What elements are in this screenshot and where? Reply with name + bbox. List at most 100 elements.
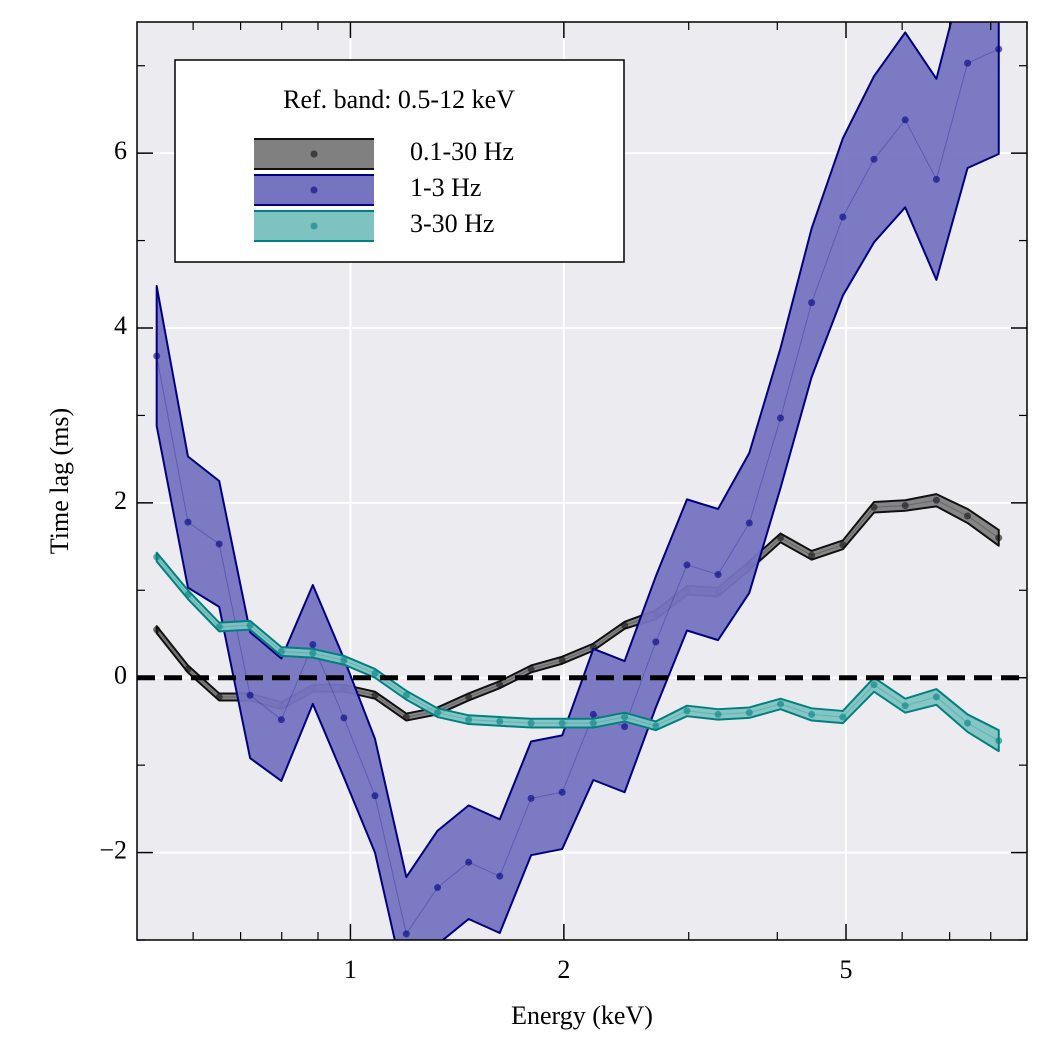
data-point xyxy=(964,719,972,727)
data-point xyxy=(402,930,410,938)
data-point xyxy=(995,45,1003,53)
ticks: 1 2 5 −2 0 2 4 6 xyxy=(99,22,1028,984)
plot-area xyxy=(137,22,1027,940)
x-tick-label: 1 xyxy=(344,955,357,984)
data-point xyxy=(808,551,816,559)
data-point xyxy=(153,626,161,634)
data-point xyxy=(621,723,629,731)
legend-title: Ref. band: 0.5-12 keV xyxy=(283,85,515,114)
data-point xyxy=(621,621,629,629)
data-point xyxy=(964,59,972,67)
data-point xyxy=(402,713,410,721)
data-point xyxy=(465,693,473,701)
y-axis-label: Time lag (ms) xyxy=(45,408,74,554)
data-point xyxy=(932,496,940,504)
y-tick-label: 4 xyxy=(114,311,127,340)
data-point xyxy=(558,656,566,664)
x-tick-label: 5 xyxy=(840,955,853,984)
data-point xyxy=(215,540,223,548)
y-tick-label: 0 xyxy=(114,661,127,690)
data-point xyxy=(465,716,473,724)
data-point xyxy=(465,858,473,866)
data-point xyxy=(870,155,878,163)
data-point xyxy=(714,571,722,579)
data-point xyxy=(215,623,223,631)
data-point xyxy=(402,691,410,699)
data-point xyxy=(932,175,940,183)
error-band xyxy=(155,551,1000,753)
legend: Ref. band: 0.5-12 keV 0.1-30 Hz 1-3 Hz 3-3… xyxy=(174,59,625,263)
data-point xyxy=(340,714,348,722)
legend-dot xyxy=(310,186,318,194)
data-point xyxy=(745,709,753,717)
x-axis-label: Energy (keV) xyxy=(511,1001,653,1030)
legend-label: 0.1-30 Hz xyxy=(410,137,514,166)
data-point xyxy=(621,713,629,721)
legend-box xyxy=(174,59,625,263)
data-point xyxy=(652,722,660,730)
data-point xyxy=(901,702,909,710)
data-point xyxy=(839,541,847,549)
data-point xyxy=(184,518,192,526)
data-point xyxy=(777,414,785,422)
data-point xyxy=(496,872,504,880)
axes-frame xyxy=(136,21,1028,941)
data-point xyxy=(901,116,909,124)
data-point xyxy=(527,719,535,727)
data-point xyxy=(745,519,753,527)
data-point xyxy=(683,561,691,569)
legend-label: 1-3 Hz xyxy=(410,173,481,202)
y-tick-label: 6 xyxy=(114,136,127,165)
data-point xyxy=(277,716,285,724)
data-point xyxy=(527,794,535,802)
error-band xyxy=(155,22,1000,940)
data-point xyxy=(246,691,254,699)
data-point xyxy=(777,700,785,708)
data-point xyxy=(434,709,442,717)
legend-dot xyxy=(310,222,318,230)
data-point xyxy=(246,621,254,629)
data-point xyxy=(995,737,1003,745)
data-point xyxy=(527,665,535,673)
data-point xyxy=(589,710,597,718)
data-point xyxy=(808,710,816,718)
data-point xyxy=(839,213,847,221)
data-point xyxy=(932,693,940,701)
data-point xyxy=(184,665,192,673)
data-point xyxy=(371,792,379,800)
legend-label: 3-30 Hz xyxy=(410,209,494,238)
data-point xyxy=(371,691,379,699)
series-line xyxy=(156,556,999,742)
data-point xyxy=(714,710,722,718)
data-point xyxy=(340,656,348,664)
data-point xyxy=(870,503,878,511)
data-point xyxy=(652,638,660,646)
y-tick-label: 2 xyxy=(114,486,127,515)
data-point xyxy=(371,669,379,677)
data-point xyxy=(901,501,909,509)
data-point xyxy=(777,534,785,542)
data-point xyxy=(558,719,566,727)
data-point xyxy=(496,681,504,689)
data-point xyxy=(839,713,847,721)
data-point xyxy=(683,707,691,715)
data-point xyxy=(184,591,192,599)
data-point xyxy=(995,534,1003,542)
data-point xyxy=(309,640,317,648)
y-tick-label: −2 xyxy=(99,836,127,865)
data-point xyxy=(153,553,161,561)
data-point xyxy=(558,788,566,796)
legend-dot xyxy=(310,150,318,158)
data-point xyxy=(434,884,442,892)
data-point xyxy=(808,299,816,307)
data-point xyxy=(870,681,878,689)
data-point xyxy=(496,717,504,725)
x-tick-label: 2 xyxy=(557,955,570,984)
series-line xyxy=(156,48,999,936)
data-point xyxy=(215,693,223,701)
data-point xyxy=(964,512,972,520)
data-point xyxy=(589,719,597,727)
data-point xyxy=(309,649,317,657)
data-point xyxy=(277,647,285,655)
